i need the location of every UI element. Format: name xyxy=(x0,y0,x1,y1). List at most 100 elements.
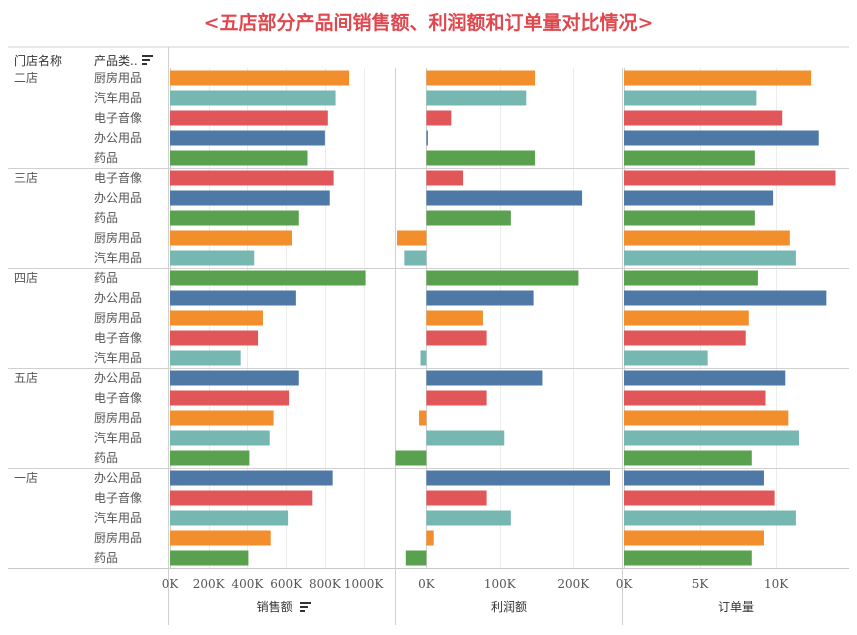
category-label: 药品 xyxy=(94,151,118,165)
category-label: 厨房用品 xyxy=(94,410,142,425)
sort-descending-icon[interactable] xyxy=(142,55,153,65)
bar-sales xyxy=(170,190,330,206)
bar-profit xyxy=(395,450,427,466)
bar-orders xyxy=(624,350,708,366)
store-label: 三店 xyxy=(14,171,38,185)
bar-orders xyxy=(624,190,774,206)
bar-orders xyxy=(624,110,783,126)
bar-sales xyxy=(170,210,299,226)
category-label: 办公用品 xyxy=(94,370,142,385)
bar-profit xyxy=(426,210,511,226)
bar-sales xyxy=(170,270,366,286)
category-label: 药品 xyxy=(94,551,118,565)
bar-profit xyxy=(426,430,505,446)
bar-orders xyxy=(624,70,812,86)
bar-orders xyxy=(624,490,775,506)
bar-sales xyxy=(170,430,270,446)
x-axis-title-profit[interactable]: 利润额 xyxy=(490,600,527,614)
x-tick-label: 10K xyxy=(764,577,789,591)
bar-sales xyxy=(170,370,299,386)
bar-profit xyxy=(404,250,427,266)
bar-orders xyxy=(624,170,836,186)
bar-profit xyxy=(426,530,434,546)
category-label: 汽车用品 xyxy=(94,90,142,105)
category-label: 办公用品 xyxy=(94,190,142,205)
bar-profit xyxy=(426,490,487,506)
category-column-header[interactable]: 产品类.. xyxy=(94,54,138,68)
bar-orders xyxy=(624,470,764,486)
x-tick-label: 800K xyxy=(309,577,342,591)
category-label: 电子音像 xyxy=(94,490,142,505)
category-label: 药品 xyxy=(94,271,118,285)
bar-profit xyxy=(420,350,427,366)
bar-sales xyxy=(170,470,333,486)
bar-profit xyxy=(426,330,487,346)
category-label: 电子音像 xyxy=(94,390,142,405)
bar-profit xyxy=(426,390,487,406)
x-axis-title-sales[interactable]: 销售额 xyxy=(169,598,395,615)
bar-orders xyxy=(624,130,819,146)
bar-sales xyxy=(170,70,350,86)
x-axis-title-sales-text: 销售额 xyxy=(256,600,293,614)
category-label: 汽车用品 xyxy=(94,350,142,365)
bar-orders xyxy=(624,230,790,246)
bar-orders xyxy=(624,410,789,426)
bar-sales xyxy=(170,230,292,246)
bar-orders xyxy=(624,150,755,166)
category-label: 电子音像 xyxy=(94,330,142,345)
bar-profit xyxy=(426,470,610,486)
store-label: 二店 xyxy=(14,71,38,85)
category-label: 汽车用品 xyxy=(94,510,142,525)
x-tick-label: 100K xyxy=(484,577,517,591)
store-label: 四店 xyxy=(14,271,38,285)
bar-orders xyxy=(624,210,755,226)
chart-title: <五店部分产品间销售额、利润额和订单量对比情况> xyxy=(203,12,654,34)
bar-orders xyxy=(624,550,752,566)
category-label: 办公用品 xyxy=(94,470,142,485)
bar-orders xyxy=(624,510,796,526)
bar-sales xyxy=(170,110,328,126)
category-label: 厨房用品 xyxy=(94,70,142,85)
store-label: 一店 xyxy=(14,471,38,485)
x-tick-label: 0K xyxy=(616,577,634,591)
bar-profit xyxy=(419,410,427,426)
bar-profit xyxy=(426,170,464,186)
bar-orders xyxy=(624,290,827,306)
x-tick-label: 0K xyxy=(162,577,180,591)
x-tick-label: 1000K xyxy=(344,577,385,591)
bar-sales xyxy=(170,250,255,266)
bar-profit xyxy=(426,130,428,146)
bar-sales xyxy=(170,90,336,106)
bar-orders xyxy=(624,250,796,266)
bar-profit xyxy=(426,190,583,206)
category-label: 厨房用品 xyxy=(94,230,142,245)
x-tick-label: 5K xyxy=(692,577,710,591)
bar-profit xyxy=(426,110,452,126)
x-axis-title-orders[interactable]: 订单量 xyxy=(717,600,754,614)
sort-axis-icon[interactable] xyxy=(300,602,312,612)
category-label: 办公用品 xyxy=(94,130,142,145)
store-column-header[interactable]: 门店名称 xyxy=(14,54,63,68)
category-label: 办公用品 xyxy=(94,290,142,305)
bar-sales xyxy=(170,310,263,326)
category-label: 药品 xyxy=(94,211,118,225)
category-label: 电子音像 xyxy=(94,170,142,185)
bar-profit xyxy=(426,310,483,326)
bar-profit xyxy=(426,150,536,166)
category-label: 厨房用品 xyxy=(94,530,142,545)
x-tick-label: 400K xyxy=(232,577,265,591)
bar-profit xyxy=(426,510,511,526)
bar-orders xyxy=(624,310,749,326)
bar-sales xyxy=(170,450,250,466)
bar-profit xyxy=(405,550,427,566)
bar-orders xyxy=(624,270,758,286)
bar-sales xyxy=(170,170,334,186)
category-label: 汽车用品 xyxy=(94,250,142,265)
x-tick-label: 600K xyxy=(270,577,303,591)
bar-orders xyxy=(624,90,757,106)
bar-sales xyxy=(170,130,325,146)
bar-sales xyxy=(170,530,271,546)
x-tick-label: 200K xyxy=(557,577,590,591)
bar-profit xyxy=(426,70,536,86)
